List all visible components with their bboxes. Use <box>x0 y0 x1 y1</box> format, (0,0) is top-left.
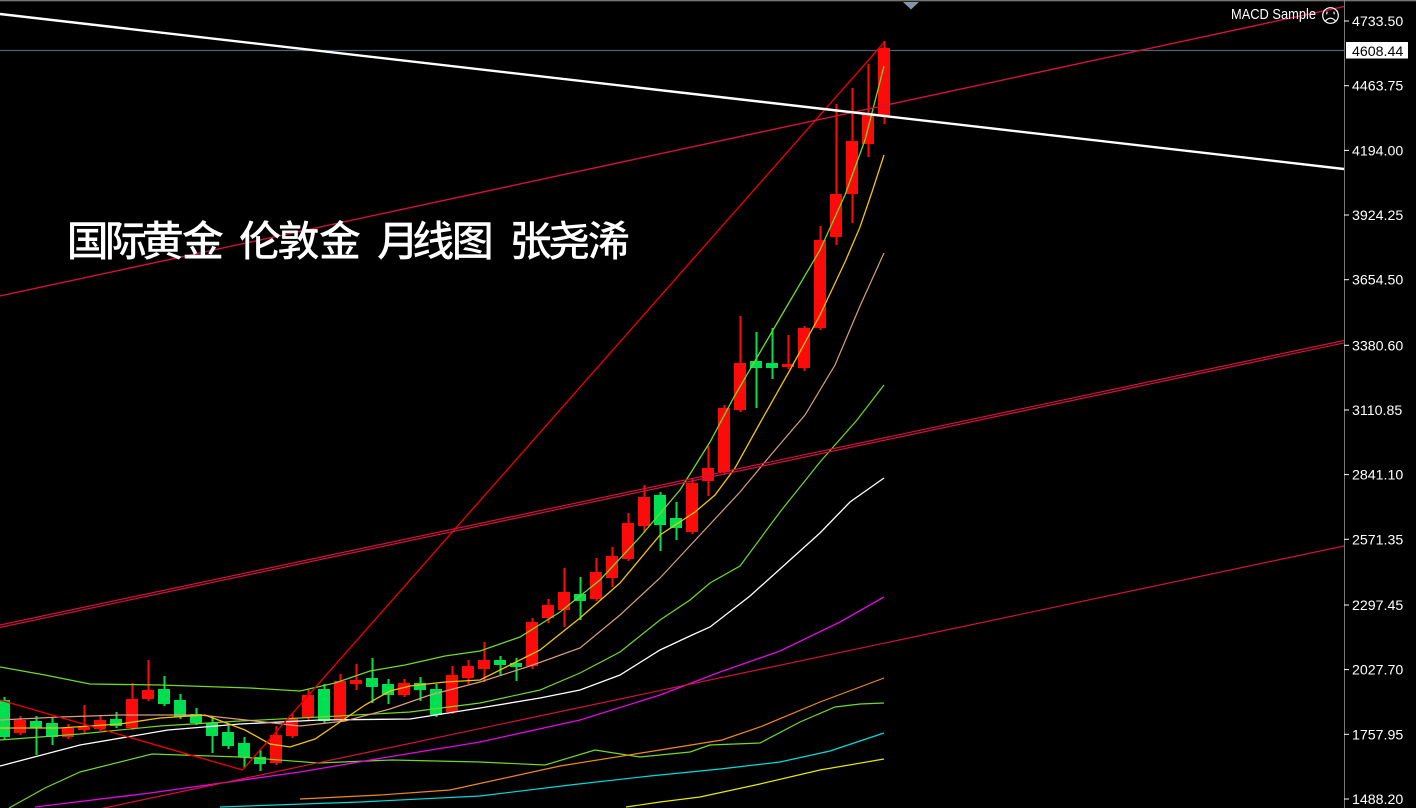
svg-text:2297.45: 2297.45 <box>1352 598 1403 614</box>
svg-text:2027.70: 2027.70 <box>1352 663 1403 679</box>
svg-text:4733.50: 4733.50 <box>1352 14 1403 30</box>
svg-text:1757.95: 1757.95 <box>1352 727 1403 743</box>
svg-text:4463.75: 4463.75 <box>1352 79 1403 95</box>
svg-text:2571.35: 2571.35 <box>1352 532 1403 548</box>
svg-text:3110.85: 3110.85 <box>1352 403 1402 419</box>
svg-text:3654.50: 3654.50 <box>1352 273 1403 289</box>
svg-text:2841.10: 2841.10 <box>1352 468 1403 484</box>
svg-text:3380.60: 3380.60 <box>1352 338 1403 354</box>
svg-text:4194.00: 4194.00 <box>1352 143 1403 159</box>
svg-text:3924.25: 3924.25 <box>1352 208 1403 224</box>
svg-text:1488.20: 1488.20 <box>1352 792 1403 808</box>
svg-text:MACD Sample: MACD Sample <box>1231 7 1316 23</box>
svg-text:4608.44: 4608.44 <box>1352 44 1403 60</box>
